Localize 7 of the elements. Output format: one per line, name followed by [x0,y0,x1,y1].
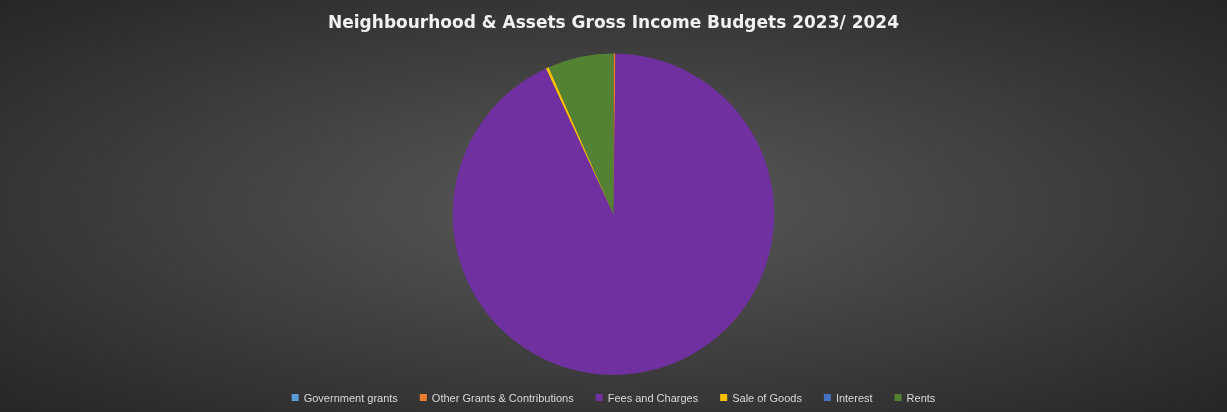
legend-label: Government grants [303,391,399,404]
legend-label: Rents [906,391,936,404]
legend-label: Sale of Goods [732,391,803,404]
legend-label: Other Grants & Contributions [431,391,575,404]
chart-title: Neighbourhood & Assets Gross Income Budgets 2023/ 2024 [328,11,900,32]
legend-label: Fees and Charges [607,391,699,404]
legend-label: Interest [835,391,873,404]
